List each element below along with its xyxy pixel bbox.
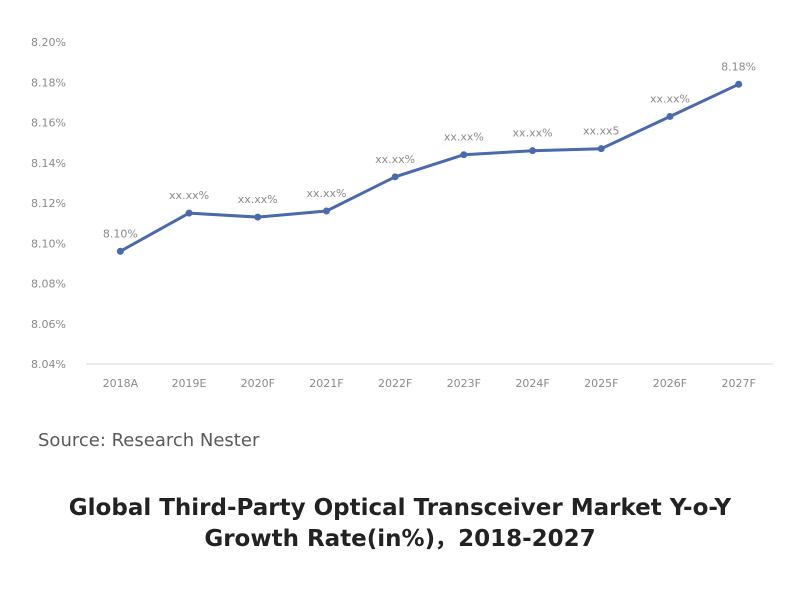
line-chart: 8.04% 8.06% 8.08% 8.10% 8.12% 8.14% 8.16% 8.18%… bbox=[31, 36, 773, 390]
data-label: xx.xx% bbox=[306, 187, 346, 200]
y-tick-label: 8.16% bbox=[31, 117, 66, 130]
y-tick-label: 8.08% bbox=[31, 278, 66, 291]
data-label: 8.10% bbox=[103, 227, 138, 240]
y-tick-label: 8.04% bbox=[31, 358, 66, 371]
data-label: xx.xx% bbox=[169, 189, 209, 202]
data-point bbox=[529, 147, 537, 155]
x-tick-label: 2024F bbox=[515, 377, 549, 390]
data-labels: 8.10% xx.xx% xx.xx% xx.xx% xx.xx% xx.xx% xx.xx… bbox=[103, 60, 756, 240]
y-tick-label: 8.10% bbox=[31, 237, 66, 250]
data-label: 8.18% bbox=[721, 60, 756, 73]
y-tick-label: 8.14% bbox=[31, 157, 66, 170]
x-tick-label: 2021F bbox=[309, 377, 343, 390]
x-tick-label: 2025F bbox=[584, 377, 618, 390]
data-point bbox=[735, 80, 743, 88]
x-tick-label: 2023F bbox=[447, 377, 481, 390]
x-tick-label: 2022F bbox=[378, 377, 412, 390]
y-tick-label: 8.06% bbox=[31, 318, 66, 331]
chart-title-line-1: Global Third-Party Optical Transceiver M… bbox=[68, 495, 732, 521]
x-axis-ticks: 2018A 2019E 2020F 2021F 2022F 2023F 2024F 2025F… bbox=[103, 377, 756, 390]
x-tick-label: 2018A bbox=[103, 377, 139, 390]
y-axis-ticks: 8.04% 8.06% 8.08% 8.10% 8.12% 8.14% 8.16% 8.18%… bbox=[31, 36, 66, 371]
data-point bbox=[116, 247, 124, 255]
data-label: xx.xx% bbox=[238, 193, 278, 206]
data-point bbox=[322, 207, 330, 215]
data-point bbox=[391, 173, 399, 181]
data-point bbox=[185, 209, 193, 217]
y-tick-label: 8.20% bbox=[31, 36, 66, 49]
y-tick-label: 8.12% bbox=[31, 197, 66, 210]
data-point bbox=[254, 213, 262, 221]
x-tick-label: 2026F bbox=[653, 377, 687, 390]
y-tick-label: 8.18% bbox=[31, 76, 66, 89]
data-label: xx.xx% bbox=[444, 131, 484, 144]
x-tick-label: 2020F bbox=[241, 377, 275, 390]
x-tick-label: 2019E bbox=[172, 377, 207, 390]
data-label: xx.xx% bbox=[513, 127, 553, 140]
data-point bbox=[460, 151, 468, 159]
data-point bbox=[666, 112, 674, 120]
data-label: xx.xx% bbox=[650, 92, 690, 105]
series-line bbox=[118, 82, 741, 253]
data-label: xx.xx5 bbox=[583, 125, 620, 138]
chart-title-line-2: Growth Rate(in%)，2018-2027 bbox=[204, 526, 596, 552]
data-points bbox=[116, 80, 743, 255]
data-point bbox=[597, 145, 605, 153]
chart-title: Global Third-Party Optical Transceiver M… bbox=[0, 493, 800, 555]
data-label: xx.xx% bbox=[375, 153, 415, 166]
x-tick-label: 2027F bbox=[721, 377, 755, 390]
source-note: Source: Research Nester bbox=[38, 430, 260, 451]
